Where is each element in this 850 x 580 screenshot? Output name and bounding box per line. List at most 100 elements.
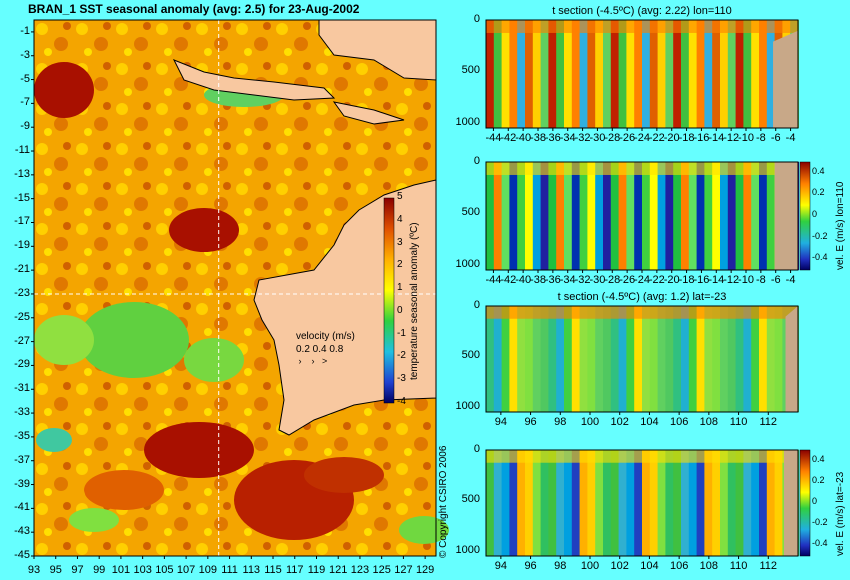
section-column bbox=[579, 306, 589, 412]
section-column bbox=[720, 306, 729, 412]
velocity-colorbar-tick: 0.2 bbox=[812, 187, 825, 198]
warm-eddy bbox=[84, 470, 164, 510]
section-column bbox=[486, 450, 495, 556]
map-y-tick-label: -37 bbox=[14, 453, 30, 466]
panel-x-tick-label: -14 bbox=[708, 274, 725, 286]
section-column bbox=[649, 306, 659, 412]
section-column bbox=[532, 162, 542, 270]
section-column bbox=[665, 20, 675, 128]
surface-band bbox=[486, 306, 798, 319]
map-y-tick-label: -25 bbox=[14, 310, 30, 323]
section-column bbox=[696, 450, 706, 556]
section-column bbox=[618, 20, 628, 128]
panel-title: t section (-4.5ºC) (avg: 2.22) lon=110 bbox=[552, 5, 732, 17]
map-y-tick-label: -11 bbox=[14, 144, 30, 157]
section-column bbox=[688, 162, 698, 270]
map-x-tick-label: 119 bbox=[307, 564, 326, 576]
sst-colorbar bbox=[383, 197, 395, 404]
panel-x-tick-label: -38 bbox=[530, 274, 546, 286]
map-y-tick-label: -35 bbox=[14, 429, 30, 442]
section-column bbox=[595, 306, 604, 412]
map-x-tick-label: 113 bbox=[242, 564, 261, 576]
warm-eddy bbox=[169, 208, 239, 252]
section-column bbox=[603, 20, 612, 128]
map-x-tick-label: 107 bbox=[176, 564, 196, 576]
section-column bbox=[525, 162, 534, 270]
section-column bbox=[564, 162, 573, 270]
panel-x-tick-label: 94 bbox=[494, 416, 507, 428]
panel-y-tick-label: 500 bbox=[461, 349, 480, 362]
section-column bbox=[517, 162, 526, 270]
velocity-arrows: › › > bbox=[296, 356, 328, 366]
velocity-colorbar-label: vel. E (m/s) lon=110 bbox=[835, 181, 846, 270]
map-title: BRAN_1 SST seasonal anomaly (avg: 2.5) f… bbox=[28, 2, 360, 16]
panel-x-tick-label: -34 bbox=[559, 132, 576, 144]
map-y-tick-label: -9 bbox=[20, 120, 30, 133]
section-column bbox=[642, 306, 651, 412]
sst-colorbar-tick: -3 bbox=[397, 373, 406, 385]
panel-x-tick-label: -10 bbox=[738, 132, 754, 144]
section-column bbox=[532, 306, 542, 412]
panel-x-tick-label: -6 bbox=[770, 274, 781, 286]
section-column bbox=[571, 162, 581, 270]
velocity-colorbar-tick: -0.2 bbox=[812, 517, 828, 528]
panel-frame bbox=[485, 449, 799, 557]
map-y-tick-label: -3 bbox=[20, 48, 30, 61]
section-column bbox=[766, 20, 776, 128]
section-column bbox=[759, 306, 768, 412]
section-column bbox=[774, 306, 784, 412]
section-column bbox=[540, 20, 550, 128]
section-column bbox=[610, 306, 620, 412]
land-java bbox=[172, 59, 336, 101]
panel-x-tick-label: -24 bbox=[634, 274, 650, 286]
section-column bbox=[743, 306, 753, 412]
section-column bbox=[595, 20, 604, 128]
panel-y-tick-label: 0 bbox=[473, 13, 480, 25]
section-column bbox=[649, 20, 659, 128]
panel-x-tick-label: -18 bbox=[678, 274, 695, 286]
section-column bbox=[665, 450, 675, 556]
section-column bbox=[579, 20, 589, 128]
panel-x-tick-label: 102 bbox=[610, 416, 629, 428]
section-column bbox=[587, 306, 597, 412]
section-column bbox=[720, 450, 729, 556]
section-column bbox=[610, 450, 620, 556]
map-y-tick-label: -5 bbox=[20, 72, 30, 85]
section-column bbox=[673, 20, 682, 128]
panel-x-tick-label: -28 bbox=[604, 132, 621, 144]
section-column bbox=[493, 450, 503, 556]
section-column bbox=[704, 162, 714, 270]
map-y-tick-label: -27 bbox=[14, 334, 30, 347]
map-x-tick-label: 127 bbox=[394, 564, 413, 576]
section-heatmap bbox=[485, 19, 799, 131]
section-column bbox=[766, 450, 776, 556]
land-islands bbox=[332, 101, 405, 125]
sst-colorbar-tick: 3 bbox=[397, 236, 403, 248]
section-column bbox=[610, 162, 620, 270]
section-column bbox=[774, 450, 784, 556]
section-column bbox=[525, 306, 534, 412]
land-mask bbox=[774, 162, 798, 270]
panel-x-tick-label: -20 bbox=[663, 274, 680, 286]
map-y-tick-label: -21 bbox=[14, 263, 30, 276]
panel-x-tick-label: -4 bbox=[785, 132, 796, 144]
section-column bbox=[657, 162, 667, 270]
section-column bbox=[634, 20, 643, 128]
section-column bbox=[517, 20, 526, 128]
section-column bbox=[649, 162, 659, 270]
map-y-tick-label: -15 bbox=[14, 191, 30, 204]
panel-x-tick-label: 106 bbox=[669, 560, 689, 572]
map-x-tick-label: 97 bbox=[71, 564, 84, 576]
panel-x-tick-label: -42 bbox=[500, 132, 517, 144]
map-y-tick-label: -13 bbox=[14, 167, 30, 180]
section-column bbox=[525, 450, 534, 556]
section-column bbox=[540, 450, 550, 556]
map-y-tick-label: -17 bbox=[14, 215, 30, 228]
panel-y-tick-label: 0 bbox=[473, 155, 480, 167]
panel-x-tick-label: 104 bbox=[640, 560, 659, 572]
section-column bbox=[766, 162, 776, 270]
section-column bbox=[603, 450, 612, 556]
section-column bbox=[517, 306, 526, 412]
panel-x-tick-label: 110 bbox=[729, 416, 748, 428]
panel-x-tick-label: -16 bbox=[693, 132, 710, 144]
